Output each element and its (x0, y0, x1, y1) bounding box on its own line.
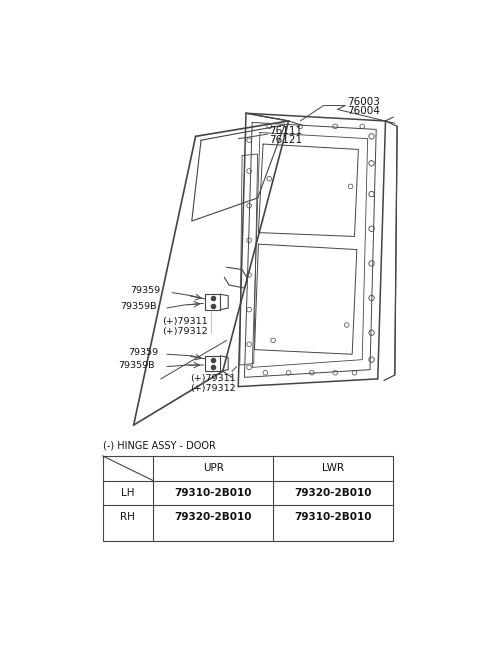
Text: 79320-2B010: 79320-2B010 (294, 488, 372, 498)
Text: 76003: 76003 (347, 97, 380, 107)
Text: 79359B: 79359B (118, 360, 155, 369)
Text: 79320-2B010: 79320-2B010 (174, 512, 252, 523)
Text: 79359: 79359 (130, 286, 160, 295)
Bar (103, 456, 393, 540)
Text: 76004: 76004 (347, 106, 380, 116)
Text: LWR: LWR (322, 463, 344, 473)
Text: (+)79312: (+)79312 (190, 384, 236, 394)
Text: LH: LH (121, 488, 134, 498)
Text: (+)79311: (+)79311 (162, 316, 208, 326)
Text: 79359: 79359 (128, 348, 158, 357)
Text: (+)79311: (+)79311 (190, 375, 236, 383)
Text: 79310-2B010: 79310-2B010 (294, 512, 372, 523)
Text: 76111: 76111 (269, 126, 302, 136)
Text: RH: RH (120, 512, 135, 523)
Text: (-) HINGE ASSY - DOOR: (-) HINGE ASSY - DOOR (103, 441, 216, 451)
Text: (+)79312: (+)79312 (162, 327, 208, 335)
Text: UPR: UPR (203, 463, 224, 473)
Text: 79310-2B010: 79310-2B010 (174, 488, 252, 498)
Text: 76121: 76121 (269, 135, 302, 145)
Text: 79359B: 79359B (120, 302, 157, 311)
